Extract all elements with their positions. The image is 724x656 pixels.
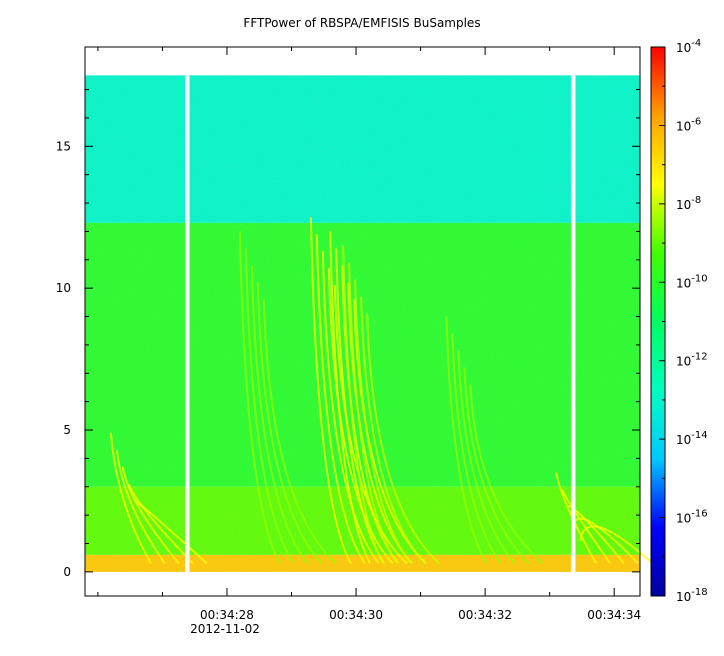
emission-feature <box>329 231 372 564</box>
emission-feature <box>256 282 323 565</box>
emission-feature <box>244 248 295 564</box>
emission-feature <box>348 262 398 564</box>
y-tick-label: 5 <box>63 423 71 437</box>
emission-feature <box>451 333 502 564</box>
emission-feature <box>250 265 309 565</box>
y-tick-label: 0 <box>63 565 71 579</box>
colorbar-tick-label: 10-8 <box>676 195 701 212</box>
y-tick-label: 10 <box>56 281 71 295</box>
emission-feature <box>321 251 380 565</box>
axes: 0 5 10 15 00:34:28 00:34:30 00:34:32 00:34:34 20… <box>56 46 641 636</box>
emission-feature <box>121 466 180 565</box>
x-tick-label: 00:34:30 <box>329 608 383 622</box>
emission-feature <box>445 316 488 564</box>
emission-feature <box>457 350 516 565</box>
colorbar-tick-label: 10-6 <box>676 116 701 133</box>
emission-feature <box>463 367 530 565</box>
emission-feature <box>579 525 653 565</box>
emission-feature <box>573 517 639 565</box>
x-date-label: 2012-11-02 <box>190 622 260 636</box>
colorbar-tick-label: 10-18 <box>676 587 708 604</box>
emission-feature <box>109 432 152 564</box>
x-tick-label: 00:34:34 <box>587 608 641 622</box>
emission-feature <box>134 500 208 565</box>
emission-feature <box>333 285 408 565</box>
colorbar-tick-label: 10-10 <box>676 273 708 290</box>
emission-feature <box>327 268 394 565</box>
emission-feature <box>127 483 194 565</box>
colorbar: 10-4 10-6 10-8 10-10 10-12 10-14 10-16 10-18 <box>650 38 708 604</box>
emission-feature <box>315 234 366 564</box>
emission-feature <box>262 299 337 565</box>
colorbar-tick-label: 10-4 <box>676 38 701 55</box>
emission-feature <box>555 472 597 564</box>
emission-feature <box>561 489 611 564</box>
plot-frame <box>84 46 641 597</box>
emission-feature <box>469 384 544 565</box>
emission-feature <box>366 313 440 565</box>
colorbar-tick-label: 10-12 <box>676 352 708 369</box>
plot-area <box>85 75 653 574</box>
y-tick-label: 15 <box>56 139 71 153</box>
emission-feature <box>115 449 166 564</box>
chart-title: FFTPower of RBSPA/EMFISIS BuSamples <box>243 16 481 30</box>
colorbar-tick-label: 10-14 <box>676 430 708 447</box>
x-tick-label: 00:34:28 <box>200 608 254 622</box>
emission-feature <box>360 296 426 565</box>
emission-feature <box>354 279 412 565</box>
x-tick-label: 00:34:32 <box>458 608 512 622</box>
data-gap <box>185 75 190 574</box>
data-gap <box>570 75 576 574</box>
colorbar-tick-label: 10-16 <box>676 509 708 526</box>
emission-feature <box>238 231 281 564</box>
emission-feature <box>309 217 352 564</box>
emission-feature <box>342 245 385 564</box>
